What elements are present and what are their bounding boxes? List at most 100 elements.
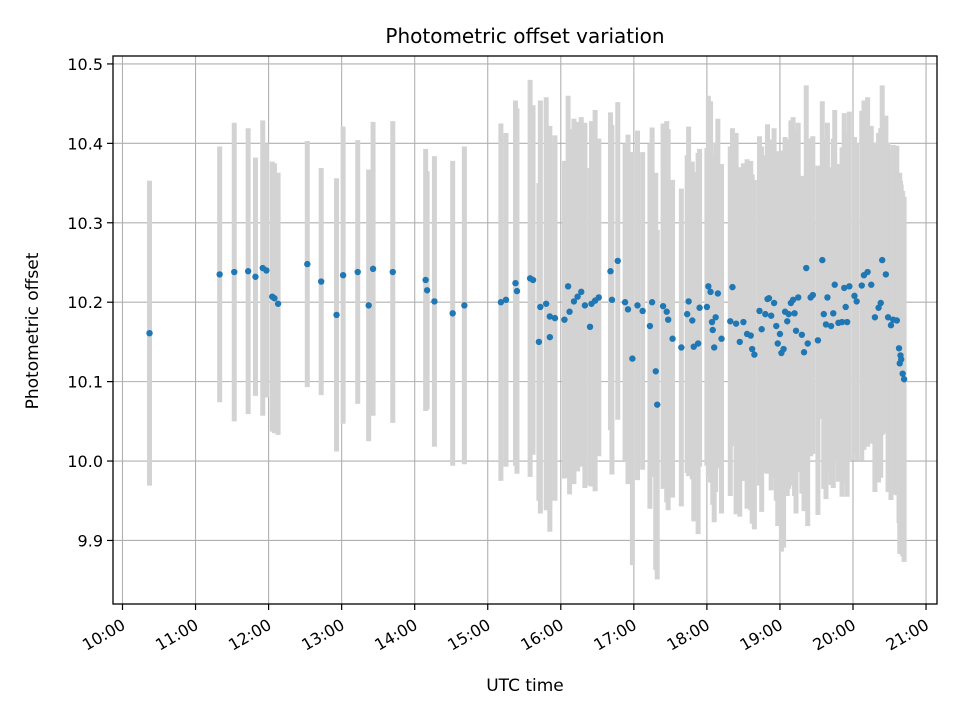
data-point bbox=[216, 271, 223, 278]
data-point bbox=[263, 267, 270, 274]
data-point bbox=[776, 330, 784, 338]
data-point bbox=[564, 283, 572, 290]
x-axis-label: UTC time bbox=[486, 676, 564, 696]
data-point bbox=[712, 314, 719, 321]
y-tick-label: 10.2 bbox=[67, 293, 103, 312]
data-point bbox=[858, 282, 865, 289]
y-axis-label: Photometric offset bbox=[23, 252, 43, 409]
data-point bbox=[646, 322, 654, 330]
data-point bbox=[595, 294, 602, 301]
data-point bbox=[431, 298, 438, 305]
data-point bbox=[748, 345, 756, 353]
data-point bbox=[841, 284, 848, 292]
data-point bbox=[809, 291, 817, 299]
data-point bbox=[814, 337, 822, 344]
data-point bbox=[659, 302, 667, 310]
data-point bbox=[663, 308, 670, 315]
data-point bbox=[304, 260, 311, 268]
data-point bbox=[853, 298, 860, 305]
y-tick-label: 10.5 bbox=[67, 55, 103, 74]
data-point bbox=[789, 296, 797, 304]
data-point bbox=[762, 310, 769, 318]
data-point bbox=[887, 322, 895, 329]
data-point bbox=[895, 345, 903, 352]
data-point bbox=[838, 318, 846, 326]
data-point bbox=[621, 299, 629, 306]
data-point bbox=[740, 318, 747, 326]
data-point bbox=[714, 290, 722, 297]
data-point bbox=[893, 317, 901, 324]
data-point bbox=[770, 299, 778, 307]
data-point bbox=[795, 294, 802, 301]
data-point bbox=[851, 292, 858, 300]
data-point bbox=[669, 335, 676, 342]
data-point bbox=[774, 340, 781, 347]
data-point bbox=[773, 322, 780, 330]
data-point bbox=[843, 318, 851, 326]
data-point bbox=[624, 306, 632, 313]
data-point bbox=[758, 326, 765, 333]
data-point bbox=[578, 288, 585, 296]
data-point bbox=[827, 322, 835, 330]
data-point bbox=[884, 314, 892, 321]
data-point bbox=[780, 345, 787, 353]
data-point bbox=[830, 310, 837, 317]
data-point bbox=[535, 338, 543, 346]
data-point bbox=[756, 307, 763, 315]
data-point bbox=[581, 302, 589, 309]
data-point bbox=[333, 311, 340, 319]
data-point bbox=[664, 316, 672, 323]
data-point bbox=[449, 310, 456, 317]
data-point bbox=[696, 304, 703, 311]
data-point bbox=[652, 368, 659, 375]
data-point bbox=[339, 272, 347, 279]
data-points bbox=[146, 256, 908, 408]
data-point bbox=[546, 333, 554, 341]
data-point bbox=[389, 268, 396, 276]
data-point bbox=[639, 307, 646, 315]
data-point bbox=[274, 300, 282, 307]
data-point bbox=[784, 318, 791, 325]
data-point bbox=[502, 296, 510, 304]
data-point bbox=[803, 264, 810, 272]
data-point bbox=[871, 314, 879, 321]
data-point bbox=[877, 299, 884, 307]
data-point bbox=[864, 268, 871, 276]
data-point bbox=[800, 349, 808, 356]
data-point bbox=[608, 296, 616, 304]
data-point bbox=[879, 256, 886, 264]
data-point bbox=[354, 268, 361, 276]
data-point bbox=[824, 294, 831, 301]
data-point bbox=[792, 327, 800, 334]
data-point bbox=[727, 318, 734, 325]
data-point bbox=[513, 287, 521, 295]
data-point bbox=[461, 302, 468, 309]
data-point bbox=[614, 257, 621, 265]
data-point bbox=[842, 303, 849, 311]
data-point bbox=[708, 318, 716, 326]
data-point bbox=[875, 304, 882, 311]
data-point bbox=[694, 340, 702, 347]
data-point bbox=[868, 281, 875, 288]
data-point bbox=[648, 299, 656, 306]
data-point bbox=[718, 335, 725, 342]
data-point bbox=[736, 338, 743, 346]
data-point bbox=[785, 310, 792, 318]
data-point bbox=[497, 299, 505, 306]
data-point bbox=[747, 332, 754, 339]
data-point bbox=[537, 303, 544, 311]
data-point bbox=[767, 312, 775, 319]
data-point bbox=[317, 278, 325, 285]
y-axis: 9.9 10.0 10.1 10.2 10.3 10.4 10.5 bbox=[67, 55, 113, 550]
data-point bbox=[271, 295, 278, 302]
y-tick-label: 10.3 bbox=[67, 214, 103, 233]
data-point bbox=[146, 329, 153, 337]
data-point bbox=[570, 298, 578, 305]
data-point bbox=[244, 268, 252, 275]
plot-frame bbox=[112, 55, 938, 605]
chart-title: Photometric offset variation bbox=[385, 24, 664, 48]
data-point bbox=[709, 326, 716, 334]
data-point bbox=[900, 376, 908, 383]
y-tick-label: 10.4 bbox=[67, 134, 103, 153]
data-point bbox=[729, 283, 736, 291]
